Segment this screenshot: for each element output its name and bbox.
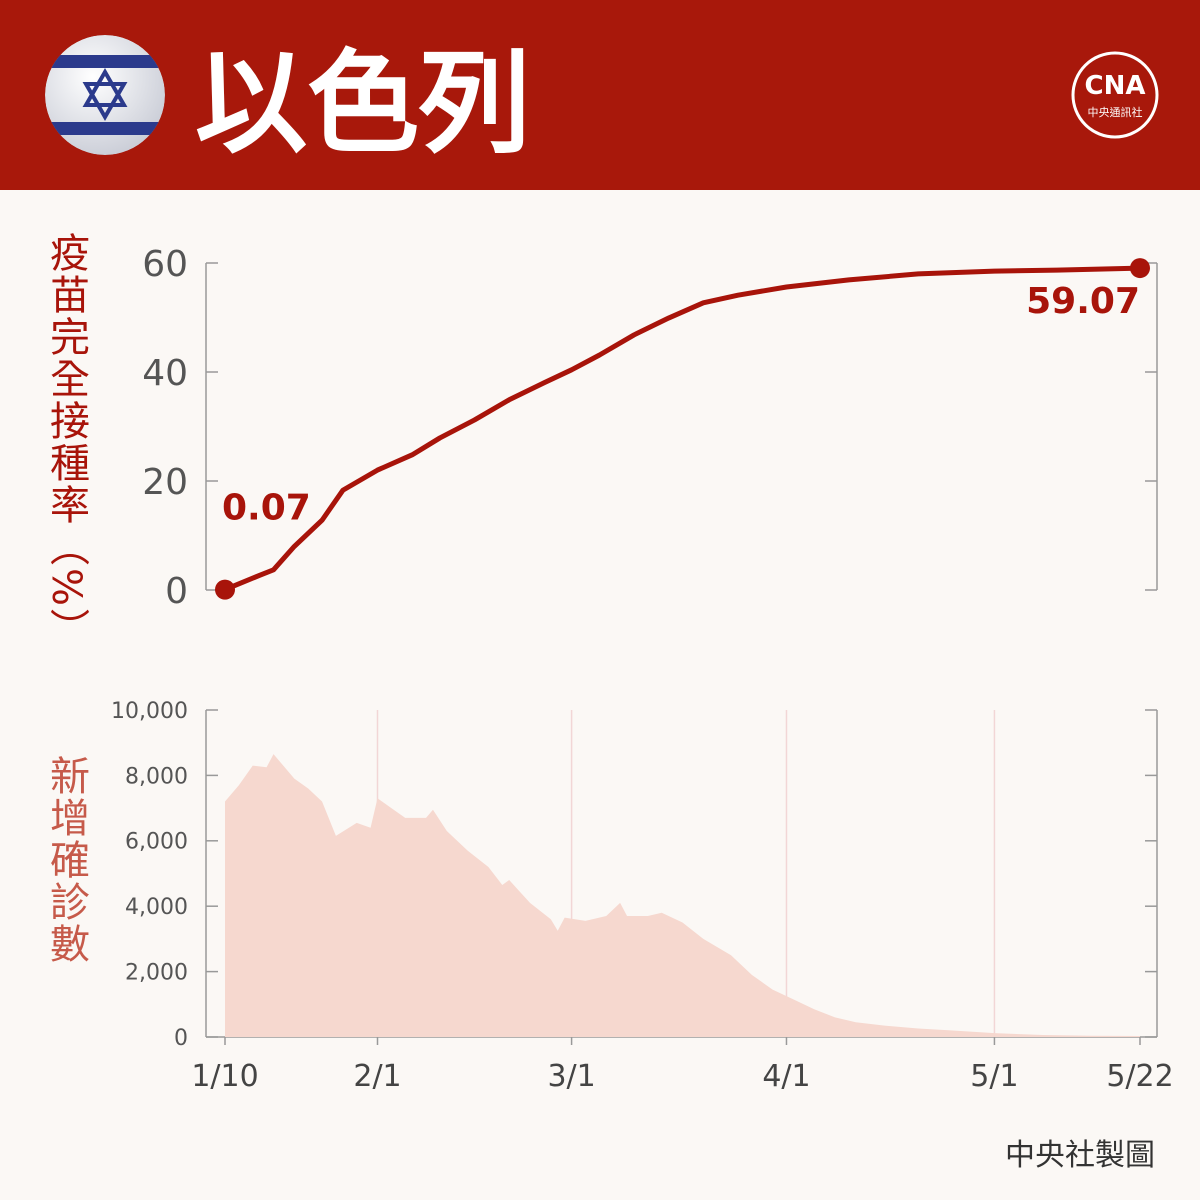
line (224, 265, 1141, 592)
end-point (215, 579, 235, 600)
x-tick-label: 3/1 (547, 1059, 595, 1094)
y-tick-label: 8,000 (125, 764, 188, 789)
x-tick-label: 4/1 (762, 1059, 810, 1094)
y-tick-label: 4,000 (125, 895, 188, 920)
footer-credit: 中央社製圖 (1005, 1138, 1155, 1173)
y-tick-label: 10,000 (111, 699, 188, 724)
y-tick-label: 20 (142, 462, 188, 503)
logo: CNA 中央通訊社 (1071, 51, 1159, 139)
logo-subtitle: 中央通訊社 (1088, 105, 1143, 119)
y-tick-label: 0 (165, 571, 188, 612)
x-tick-label: 5/1 (970, 1059, 1018, 1094)
flag (45, 35, 165, 155)
data-label: 0.07 (222, 488, 311, 529)
y-axis-label: 新增確診數 (43, 755, 89, 965)
y-tick-label: 60 (142, 244, 188, 285)
y-tick-label: 6,000 (125, 830, 188, 855)
page-title: 以色列 (195, 39, 531, 169)
y-tick-label: 0 (174, 1026, 188, 1051)
end-point (1130, 258, 1150, 279)
y-tick-label: 2,000 (125, 961, 188, 986)
x-tick-label: 2/1 (353, 1059, 401, 1094)
header-band (0, 0, 1200, 190)
y-tick-label: 40 (142, 353, 188, 394)
y-axis-label: 疫苗完全接種率（%） (43, 232, 89, 651)
x-tick-label: 1/10 (191, 1059, 258, 1094)
area (225, 754, 1140, 1037)
x-tick-label: 5/22 (1106, 1059, 1173, 1094)
data-label: 59.07 (1026, 281, 1140, 322)
logo-text: CNA (1085, 71, 1146, 101)
